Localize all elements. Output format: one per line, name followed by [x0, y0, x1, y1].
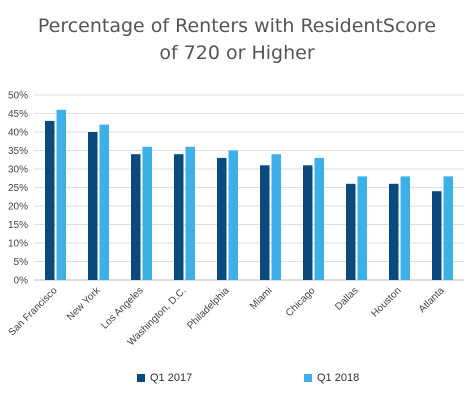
x-tick-label: Houston	[370, 285, 404, 319]
y-tick-label: 5%	[14, 257, 29, 268]
legend-label-q1-2017: Q1 2017	[150, 372, 193, 384]
bar-q1-2017-houston	[389, 183, 399, 280]
bars	[45, 109, 453, 281]
legend-item-q1-2017: Q1 2017	[137, 371, 192, 385]
y-tick-label: 25%	[8, 183, 28, 194]
x-tick-label: Chicago	[284, 285, 318, 319]
bar-q1-2018-philadelphia	[228, 150, 238, 280]
chart-title-line2: of 720 or Higher	[159, 42, 315, 64]
legend-swatch-q1-2018	[304, 374, 312, 382]
bar-q1-2017-new-york	[88, 132, 98, 280]
y-tick-label: 10%	[8, 239, 28, 250]
y-tick-label: 35%	[8, 146, 28, 157]
bar-q1-2017-los-angeles	[131, 154, 141, 280]
bar-q1-2018-miami	[271, 154, 281, 280]
bar-q1-2017-miami	[260, 165, 270, 280]
bar-q1-2017-san-francisco	[45, 120, 55, 281]
bar-q1-2017-dallas	[346, 183, 356, 280]
x-tick-label: Dallas	[333, 285, 360, 312]
legend-item-q1-2018: Q1 2018	[304, 371, 359, 385]
x-tick-label: Los Angeles	[99, 285, 145, 331]
y-axis-ticks: 0% 5% 10% 15% 20% 25% 30% 35% 40% 45% 50%	[8, 91, 28, 287]
y-tick-label: 20%	[8, 202, 28, 213]
y-tick-label: 15%	[8, 220, 28, 231]
y-tick-label: 40%	[8, 128, 28, 139]
x-tick-label: San Francisco	[7, 285, 60, 338]
bar-q1-2017-philadelphia	[217, 157, 227, 280]
bar-q1-2018-chicago	[314, 157, 324, 280]
bar-q1-2018-new-york	[99, 124, 109, 280]
bar-q1-2018-houston	[400, 176, 410, 280]
bar-q1-2018-san-francisco	[56, 109, 66, 280]
bar-q1-2018-los-angeles	[142, 146, 152, 280]
x-tick-label: Atlanta	[417, 285, 447, 315]
legend-swatch-q1-2017	[137, 374, 145, 382]
y-tick-label: 30%	[8, 165, 28, 176]
y-tick-label: 45%	[8, 109, 28, 120]
bar-q1-2017-atlanta	[432, 191, 442, 280]
x-tick-label: Miami	[248, 285, 275, 312]
x-tick-label: New York	[65, 285, 103, 323]
chart-title-line1: Percentage of Renters with ResidentScore	[37, 15, 437, 37]
legend-label-q1-2018: Q1 2018	[317, 372, 360, 384]
bar-q1-2018-atlanta	[443, 176, 453, 280]
bar-q1-2018-washington-d-c	[185, 146, 195, 280]
bar-q1-2018-dallas	[357, 176, 367, 280]
bar-q1-2017-washington-d-c	[174, 154, 184, 280]
x-tick-label: Philadelphia	[185, 285, 232, 332]
gridlines	[34, 94, 464, 281]
bar-q1-2017-chicago	[303, 165, 313, 280]
y-tick-label: 0%	[14, 276, 29, 287]
y-tick-label: 50%	[8, 91, 28, 102]
